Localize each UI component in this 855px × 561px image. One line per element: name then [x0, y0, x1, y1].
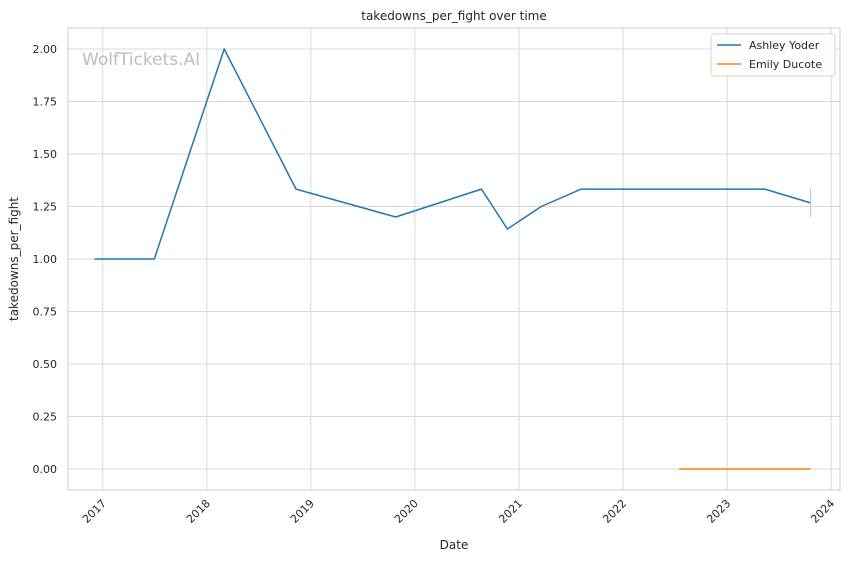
y-tick-label: 1.75: [33, 96, 58, 109]
y-tick-label: 0.25: [33, 411, 58, 424]
plot-frame: [67, 27, 841, 491]
legend: Ashley Yoder Emily Ducote: [710, 33, 836, 77]
x-axis-label: Date: [440, 538, 469, 552]
x-tick-label: 2020: [392, 497, 421, 526]
y-axis-label: takedowns_per_fight: [7, 197, 21, 321]
legend-label-0: Ashley Yoder: [749, 39, 820, 52]
x-tick-label: 2018: [184, 497, 213, 526]
y-tick-label: 2.00: [33, 43, 58, 56]
series: [94, 48, 812, 470]
chart-title: takedowns_per_fight over time: [361, 9, 547, 23]
x-tick-label: 2017: [80, 497, 109, 526]
tick-labels: 0.00 0.25 0.50 0.75 1.00 1.25 1.50 1.75 2.00 2017…: [33, 43, 838, 526]
watermark: WolfTickets.AI: [82, 50, 200, 70]
y-tick-label: 0.75: [33, 306, 58, 319]
x-tick-label: 2023: [704, 497, 733, 526]
y-tick-label: 0.00: [33, 463, 58, 476]
y-tick-label: 1.25: [33, 201, 58, 214]
x-tick-label: 2022: [600, 497, 629, 526]
y-tick-label: 0.50: [33, 358, 58, 371]
grid: [68, 28, 840, 490]
legend-label-1: Emily Ducote: [749, 58, 822, 71]
y-tick-label: 1.50: [33, 148, 58, 161]
x-tick-label: 2024: [808, 497, 837, 526]
x-tick-label: 2019: [288, 497, 317, 526]
series-line-0: [94, 48, 811, 260]
x-tick-label: 2021: [496, 497, 525, 526]
legend-box: [710, 33, 836, 77]
y-tick-label: 1.00: [33, 253, 58, 266]
